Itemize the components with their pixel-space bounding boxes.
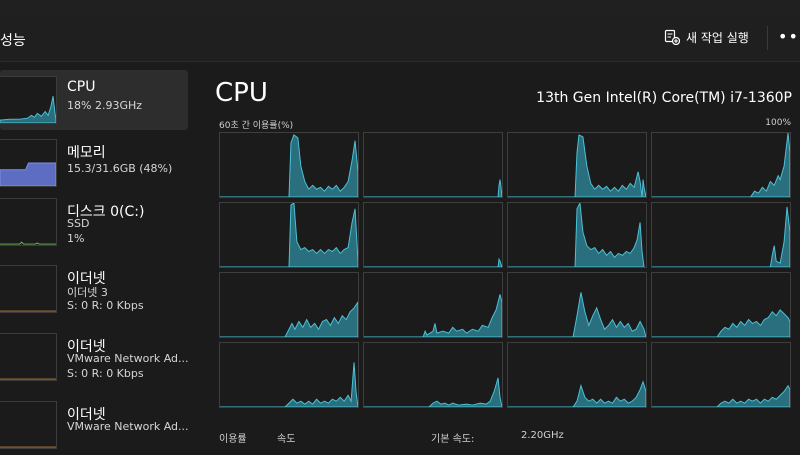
run-new-task-button[interactable]: 새 작업 실행 [656,22,757,52]
base-speed-value: 2.20GHz [521,430,564,441]
core-graph-9 [219,272,359,338]
core-graph-4 [651,132,791,198]
core-graph-7 [507,202,647,268]
page-title: 성능 [0,33,26,49]
sidebar-item-ethernet-vmware-2[interactable]: 이더넷 VMware Network Ad... [0,395,189,455]
sidebar-item-name: 메모리 [67,145,106,161]
new-task-icon [664,29,680,45]
sidebar-item-detail: S: 0 R: 0 Kbps [67,367,144,380]
core-graph-16 [651,342,791,408]
sidebar-item-detail: 이더넷 3 [67,286,108,299]
run-new-task-label: 새 작업 실행 [686,30,749,45]
title-bar [0,0,800,14]
speed-label: 속도 [277,434,296,445]
utilization-graph-label: 60초 간 이용률(%) [219,121,294,131]
ethernet-thumbnail-graph [0,333,57,381]
base-speed-label: 기본 속도: [431,434,475,445]
sidebar-item-disk-0[interactable]: 디스크 0(C:) SSD 1% [0,192,188,252]
core-graph-14 [363,342,503,408]
logical-processor-graphs [219,132,793,410]
sidebar-item-name: 이더넷 [67,271,106,287]
sidebar-item-detail: 1% [67,232,85,245]
sidebar-item-detail: S: 0 R: 0 Kbps [67,299,144,312]
processor-name: 13th Gen Intel(R) Core(TM) i7-1360P [536,90,792,106]
core-graph-10 [363,272,503,338]
performance-sidebar: CPU 18% 2.93GHz 메모리 15.3/31.6GB (48%) 디스… [0,63,195,449]
sidebar-item-detail: 18% 2.93GHz [67,99,143,112]
cpu-stats-row: 이용률 속도 기본 속도: 2.20GHz [219,430,793,445]
sidebar-item-name: 이더넷 [67,339,106,355]
sidebar-item-detail: VMware Network Ad... [67,352,189,365]
disk-thumbnail-graph [0,198,57,246]
sidebar-item-memory[interactable]: 메모리 15.3/31.6GB (48%) [0,133,188,193]
cpu-thumbnail-graph [0,76,57,124]
sidebar-item-ethernet-3[interactable]: 이더넷 이더넷 3 S: 0 R: 0 Kbps [0,259,188,319]
header-divider [767,26,768,50]
core-graph-5 [219,202,359,268]
sidebar-item-ethernet-vmware-1[interactable]: 이더넷 VMware Network Ad... S: 0 R: 0 Kbps [0,327,189,387]
core-graph-8 [651,202,791,268]
core-graph-11 [507,272,647,338]
core-graph-3 [507,132,647,198]
sidebar-item-cpu[interactable]: CPU 18% 2.93GHz [0,70,188,130]
core-graph-15 [507,342,647,408]
core-graph-1 [219,132,359,198]
sidebar-item-detail: SSD [67,217,90,230]
sidebar-item-detail: VMware Network Ad... [67,420,189,433]
sidebar-item-name: 디스크 0(C:) [67,204,145,220]
more-options-icon[interactable]: ••• [778,27,800,46]
page-header: 성능 새 작업 실행 ••• [0,14,800,62]
sidebar-item-name: 이더넷 [67,407,106,423]
core-graph-2 [363,132,503,198]
utilization-max-label: 100% [765,118,791,128]
utilization-label: 이용률 [219,434,247,445]
sidebar-item-name: CPU [67,79,96,95]
sidebar-item-detail: 15.3/31.6GB (48%) [67,162,173,175]
core-graph-12 [651,272,791,338]
core-graph-13 [219,342,359,408]
ethernet-thumbnail-graph [0,265,57,313]
cpu-title: CPU [215,78,268,108]
core-graph-6 [363,202,503,268]
memory-thumbnail-graph [0,139,57,187]
ethernet-thumbnail-graph [0,401,57,449]
